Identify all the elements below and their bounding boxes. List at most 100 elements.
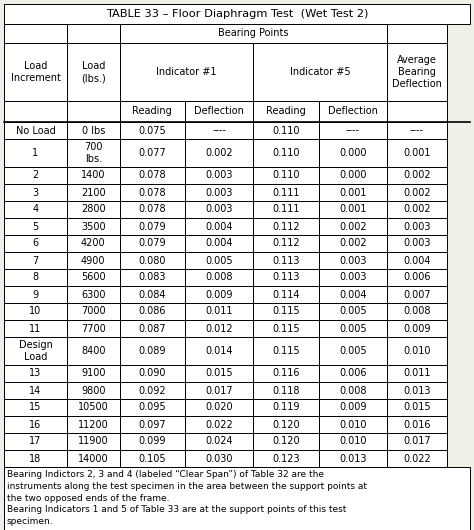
Bar bbox=[387, 235, 447, 252]
Text: 0.099: 0.099 bbox=[138, 437, 166, 446]
Bar bbox=[185, 184, 253, 201]
Text: 0.024: 0.024 bbox=[205, 437, 233, 446]
Text: 0.115: 0.115 bbox=[272, 306, 300, 316]
Bar bbox=[387, 399, 447, 416]
Bar bbox=[185, 382, 253, 399]
Bar bbox=[4, 450, 67, 467]
Bar bbox=[4, 337, 67, 365]
Bar bbox=[185, 320, 253, 337]
Text: 0.075: 0.075 bbox=[138, 126, 166, 136]
Bar bbox=[119, 365, 185, 382]
Text: 0.120: 0.120 bbox=[272, 437, 300, 446]
Text: 0.113: 0.113 bbox=[272, 255, 300, 266]
Bar bbox=[253, 450, 319, 467]
Bar bbox=[319, 218, 387, 235]
Text: 0.006: 0.006 bbox=[403, 272, 430, 282]
Text: 0.078: 0.078 bbox=[138, 171, 166, 181]
Bar bbox=[119, 122, 185, 139]
Text: ----: ---- bbox=[346, 126, 360, 136]
Text: 0.110: 0.110 bbox=[272, 148, 300, 158]
Text: 0.005: 0.005 bbox=[205, 255, 233, 266]
Bar bbox=[67, 122, 119, 139]
Text: 0.006: 0.006 bbox=[339, 368, 366, 378]
Bar bbox=[387, 24, 447, 43]
Bar bbox=[119, 337, 185, 365]
Bar bbox=[119, 252, 185, 269]
Bar bbox=[387, 101, 447, 122]
Text: No Load: No Load bbox=[16, 126, 55, 136]
Bar bbox=[67, 167, 119, 184]
Bar bbox=[67, 433, 119, 450]
Text: 4: 4 bbox=[32, 205, 38, 215]
Bar bbox=[387, 382, 447, 399]
Text: 0.089: 0.089 bbox=[138, 346, 166, 356]
Text: 0.002: 0.002 bbox=[205, 148, 233, 158]
Bar bbox=[4, 139, 67, 167]
Text: 0.011: 0.011 bbox=[205, 306, 233, 316]
Bar bbox=[4, 201, 67, 218]
Bar bbox=[67, 201, 119, 218]
Text: Average
Bearing
Deflection: Average Bearing Deflection bbox=[392, 55, 442, 90]
Text: Bearing Points: Bearing Points bbox=[218, 29, 289, 39]
Text: 0.005: 0.005 bbox=[339, 323, 366, 333]
Text: 0.010: 0.010 bbox=[339, 437, 366, 446]
Bar bbox=[319, 235, 387, 252]
Bar bbox=[67, 218, 119, 235]
Text: 1: 1 bbox=[32, 148, 38, 158]
Bar bbox=[387, 252, 447, 269]
Bar bbox=[185, 450, 253, 467]
Bar bbox=[4, 382, 67, 399]
Bar bbox=[67, 43, 119, 101]
Bar bbox=[4, 101, 67, 122]
Bar bbox=[4, 320, 67, 337]
Text: 0.097: 0.097 bbox=[138, 420, 166, 429]
Bar bbox=[119, 286, 185, 303]
Text: 0.002: 0.002 bbox=[339, 222, 366, 232]
Bar bbox=[319, 184, 387, 201]
Bar bbox=[185, 252, 253, 269]
Text: 700
lbs.: 700 lbs. bbox=[84, 142, 102, 164]
Bar bbox=[387, 433, 447, 450]
Text: 0.078: 0.078 bbox=[138, 205, 166, 215]
Text: 5600: 5600 bbox=[81, 272, 106, 282]
Text: 0.030: 0.030 bbox=[205, 454, 233, 464]
Bar bbox=[253, 433, 319, 450]
Bar bbox=[67, 382, 119, 399]
Bar bbox=[319, 269, 387, 286]
Text: 15: 15 bbox=[29, 402, 42, 412]
Bar bbox=[4, 43, 67, 101]
Text: 9: 9 bbox=[32, 289, 38, 299]
Bar bbox=[119, 218, 185, 235]
Bar bbox=[119, 167, 185, 184]
Text: 0.115: 0.115 bbox=[272, 323, 300, 333]
Bar bbox=[387, 416, 447, 433]
Bar bbox=[4, 122, 67, 139]
Bar bbox=[4, 269, 67, 286]
Text: 6300: 6300 bbox=[81, 289, 106, 299]
Text: 0.009: 0.009 bbox=[205, 289, 233, 299]
Text: TABLE 33 – Floor Diaphragm Test  (Wet Test 2): TABLE 33 – Floor Diaphragm Test (Wet Tes… bbox=[106, 9, 368, 19]
Bar bbox=[185, 122, 253, 139]
Text: 0.110: 0.110 bbox=[272, 126, 300, 136]
Text: Indicator #1: Indicator #1 bbox=[156, 67, 217, 77]
Text: 9800: 9800 bbox=[81, 385, 106, 395]
Text: 0.095: 0.095 bbox=[138, 402, 166, 412]
Text: ----: ---- bbox=[212, 126, 226, 136]
Bar bbox=[185, 433, 253, 450]
Text: 0.115: 0.115 bbox=[272, 346, 300, 356]
Text: 0.022: 0.022 bbox=[403, 454, 431, 464]
Text: 0.084: 0.084 bbox=[138, 289, 166, 299]
Text: 0.010: 0.010 bbox=[339, 420, 366, 429]
Bar bbox=[67, 269, 119, 286]
Text: Deflection: Deflection bbox=[328, 107, 378, 117]
Bar bbox=[67, 139, 119, 167]
Bar bbox=[319, 416, 387, 433]
Text: 0.003: 0.003 bbox=[205, 171, 233, 181]
Bar bbox=[185, 218, 253, 235]
Text: 0.003: 0.003 bbox=[403, 238, 430, 249]
Bar bbox=[119, 139, 185, 167]
Bar bbox=[253, 101, 319, 122]
Bar bbox=[67, 399, 119, 416]
Bar bbox=[4, 365, 67, 382]
Bar bbox=[253, 43, 387, 101]
